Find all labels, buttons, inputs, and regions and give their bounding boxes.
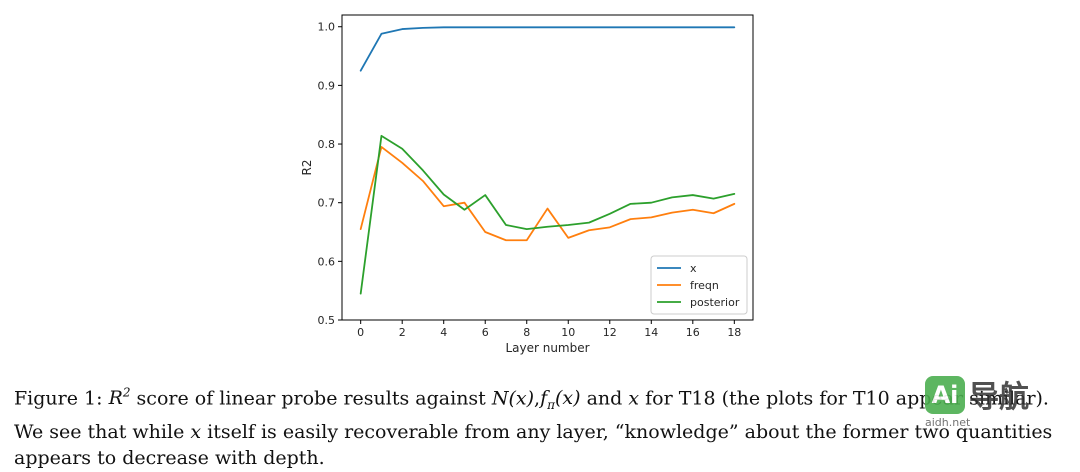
y-tick-label: 1.0	[318, 21, 336, 34]
x-tick-label: 12	[603, 326, 617, 339]
legend-box	[650, 255, 748, 315]
y-tick-label: 0.9	[318, 79, 336, 92]
watermark-url: aidh.net	[925, 416, 971, 429]
line-chart: 0 2 4 6 8 10 12 14 16 18 0.5 0.6 0.7 0.8 0.9 1.0 Layer …	[300, 14, 754, 355]
y-tick-label: 0.8	[318, 138, 336, 151]
caption-label: Figure 1:	[14, 387, 103, 410]
watermark-text: 导航	[969, 380, 1029, 415]
y-axis-label: R2	[300, 160, 314, 176]
series-line-posterior	[359, 134, 736, 295]
legend: x freqn posterior	[650, 255, 748, 315]
y-tick-label: 0.5	[318, 314, 336, 327]
y-tick-label: 0.6	[318, 255, 336, 268]
legend-label-freqn: freqn	[690, 279, 719, 292]
series-line-x	[359, 26, 736, 72]
x-axis-label: Layer number	[505, 341, 589, 355]
plot-frame	[341, 14, 754, 321]
x-tick-label: 0	[357, 326, 364, 339]
caption-math-fpi: fπ(x)	[540, 387, 581, 413]
x-tick-label: 8	[523, 326, 530, 339]
x-tick-label: 4	[440, 326, 447, 339]
y-tick-label: 0.7	[318, 197, 336, 210]
legend-label-posterior: posterior	[690, 296, 740, 309]
x-tick-label: 18	[727, 326, 741, 339]
x-tick-label: 16	[686, 326, 700, 339]
x-tick-label: 2	[399, 326, 406, 339]
x-tick-label: 6	[482, 326, 489, 339]
series-line-freqn	[359, 146, 736, 242]
figure-caption: Figure 1: R2 score of linear probe resul…	[14, 386, 1053, 470]
caption-math-nx: N(x)	[491, 387, 535, 410]
legend-label-x: x	[690, 262, 697, 275]
watermark-logo-icon: Ai	[925, 376, 965, 414]
caption-math-x: x	[190, 420, 202, 443]
caption-r2: R2	[108, 386, 131, 410]
x-tick-label: 14	[644, 326, 658, 339]
x-tick-label: 10	[561, 326, 575, 339]
watermark: Ai 导航 aidh.net	[925, 372, 1065, 434]
caption-math-x: x	[628, 387, 640, 410]
